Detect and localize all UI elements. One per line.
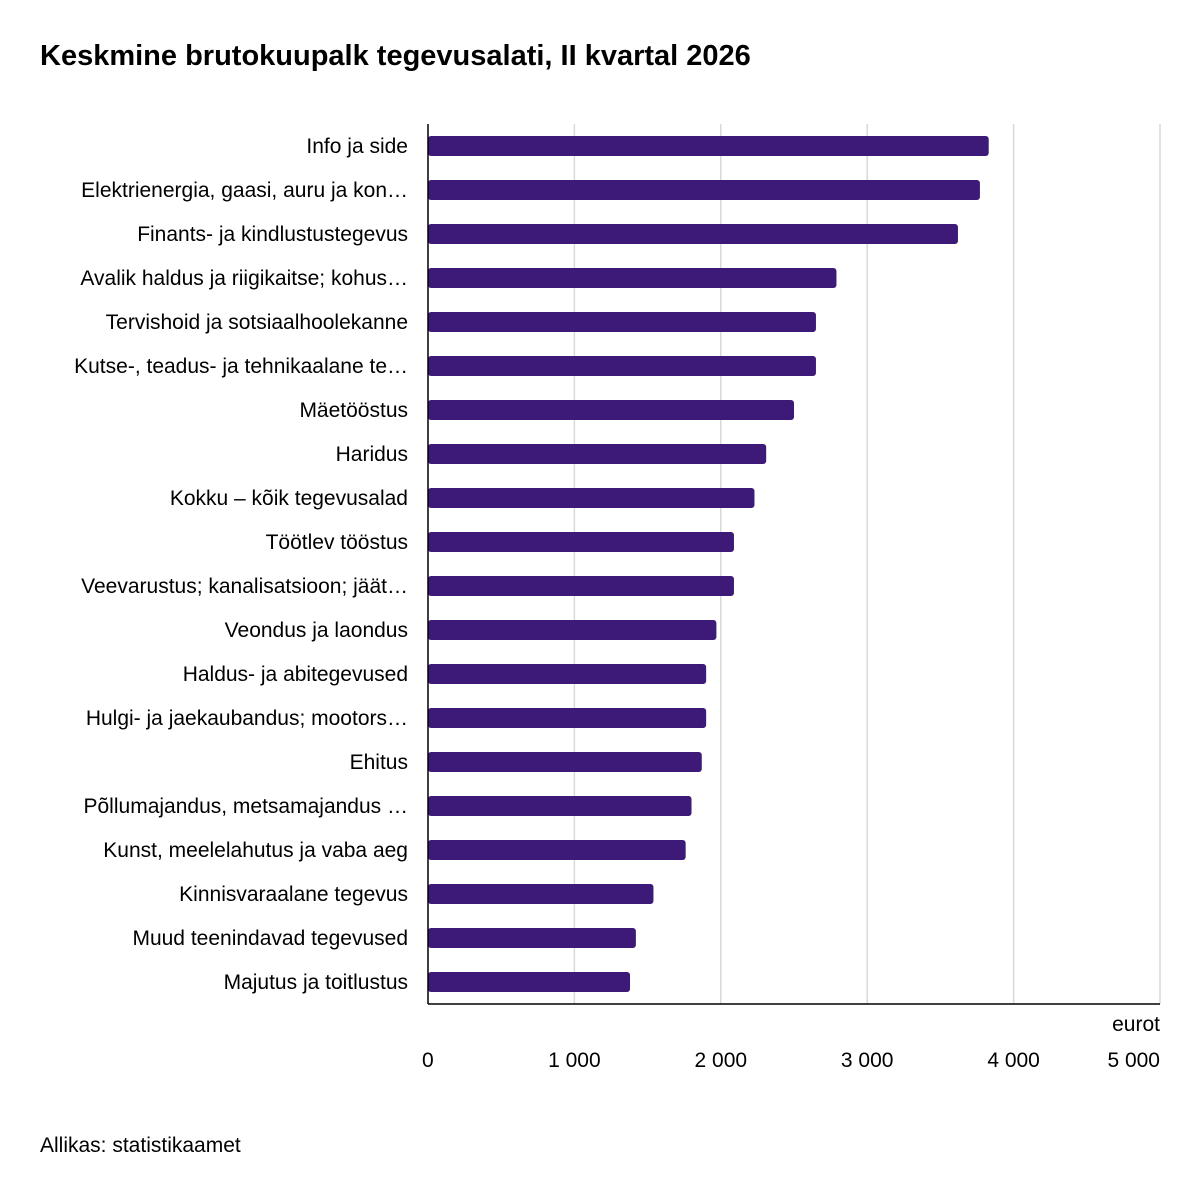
bar <box>428 620 717 640</box>
category-label: Veondus ja laondus <box>225 619 408 642</box>
bar <box>428 224 958 244</box>
bar <box>428 400 794 420</box>
category-label: Mäetööstus <box>299 399 408 422</box>
category-label: Info ja side <box>306 135 408 158</box>
bar <box>428 268 837 288</box>
gridlines <box>573 124 1161 1004</box>
bar <box>428 840 686 860</box>
category-label: Hulgi- ja jaekaubandus; mootors… <box>86 707 408 730</box>
bar <box>428 136 989 156</box>
bar <box>428 752 702 772</box>
bar <box>428 884 654 904</box>
bar <box>428 180 980 200</box>
category-label: Finants- ja kindlustustegevus <box>137 223 408 246</box>
bar <box>428 928 636 948</box>
category-label: Veevarustus; kanalisatsioon; jäät… <box>81 575 408 598</box>
bar <box>428 664 707 684</box>
bar <box>428 312 816 332</box>
axes <box>427 124 1160 1005</box>
x-axis-unit-label: eurot <box>1112 1013 1160 1036</box>
category-label: Põllumajandus, metsamajandus … <box>84 795 409 818</box>
bar <box>428 576 734 596</box>
category-label: Muud teenindavad tegevused <box>132 927 408 950</box>
x-tick-label: 5 000 <box>1107 1049 1160 1072</box>
x-tick-label: 3 000 <box>841 1049 894 1072</box>
category-labels: Info ja side Elektrienergia, gaasi, auru … <box>74 135 408 994</box>
category-label: Töötlev tööstus <box>266 531 408 554</box>
bars <box>428 136 989 992</box>
x-tick-label: 2 000 <box>695 1049 748 1072</box>
category-label: Ehitus <box>350 751 408 774</box>
category-label: Kunst, meelelahutus ja vaba aeg <box>103 839 408 862</box>
bar <box>428 488 755 508</box>
category-label: Avalik haldus ja riigikaitse; kohus… <box>80 267 408 290</box>
x-tick-label: 0 <box>422 1049 434 1072</box>
bar <box>428 532 734 552</box>
category-label: Haldus- ja abitegevused <box>183 663 408 686</box>
category-label: Kokku – kõik tegevusalad <box>170 487 408 510</box>
x-tick-label: 4 000 <box>987 1049 1040 1072</box>
bar <box>428 972 631 992</box>
bar <box>428 796 692 816</box>
x-tick-label: 1 000 <box>548 1049 601 1072</box>
bar <box>428 444 767 464</box>
category-label: Tervishoid ja sotsiaalhoolekanne <box>106 311 408 334</box>
bar <box>428 356 816 376</box>
source-note: Allikas: statistikaamet <box>40 1134 241 1157</box>
category-label: Haridus <box>336 443 408 466</box>
category-label: Kinnisvaraalane tegevus <box>179 883 408 906</box>
x-tick-labels: 0 1 000 2 000 3 000 4 000 5 000 <box>422 1049 1160 1072</box>
chart-title: Keskmine brutokuupalk tegevusalati, II k… <box>40 40 751 72</box>
category-label: Elektrienergia, gaasi, auru ja kon… <box>81 179 408 202</box>
bar <box>428 708 707 728</box>
category-label: Kutse-, teadus- ja tehnikaalane te… <box>74 355 408 378</box>
category-label: Majutus ja toitlustus <box>224 971 408 994</box>
